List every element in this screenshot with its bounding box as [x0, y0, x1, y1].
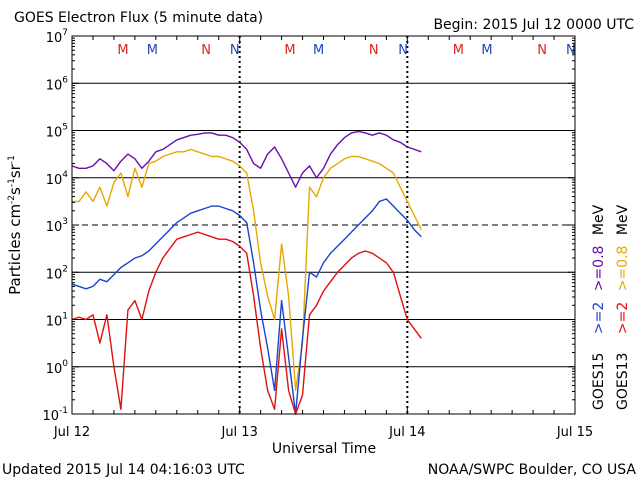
- y-tick-label: 100: [46, 359, 69, 377]
- marker-n: N: [201, 43, 211, 58]
- series-lines: [71, 130, 422, 415]
- series-goes15-0-8-mev: [71, 130, 422, 188]
- y-label-mid2: sr: [6, 163, 24, 178]
- legend-goes15-label: GOES15: [591, 353, 607, 410]
- credit-label: NOAA/SWPC Boulder, CO USA: [428, 462, 637, 478]
- marker-n: N: [230, 43, 240, 58]
- marker-m: M: [147, 43, 158, 58]
- legend-goes15-unit: MeV: [591, 204, 607, 235]
- y-tick-label: 101: [46, 312, 68, 330]
- legend: GOES15 >=2 >=0.8 MeV GOES13 >=2 >=0.8 Me…: [591, 204, 631, 410]
- y-axis-ticks: 10-1 100 101 102 103 104 105 106 107: [42, 28, 575, 424]
- y-label-mid1: s: [6, 187, 24, 195]
- x-tick-label: Jul 15: [556, 425, 593, 440]
- x-tick-label: Jul 12: [53, 425, 90, 440]
- legend-goes15-line: GOES15 >=2 >=0.8 MeV: [591, 204, 607, 410]
- grid-lines: [72, 82, 575, 368]
- legend-goes15-08mev: >=0.8: [591, 246, 607, 292]
- marker-n: N: [369, 43, 379, 58]
- y-label-exp1: -2: [7, 195, 17, 204]
- x-axis-label: Universal Time: [272, 441, 376, 457]
- legend-goes15-2mev: >=2: [591, 302, 607, 334]
- marker-m: M: [284, 43, 295, 58]
- y-tick-label: 105: [46, 123, 68, 141]
- marker-n: N: [398, 43, 408, 58]
- marker-m: M: [313, 43, 324, 58]
- legend-goes13-2mev: >=2: [615, 302, 631, 334]
- y-label-exp2: -1: [7, 178, 17, 187]
- day-dotted-lines: [238, 36, 409, 414]
- y-tick-label: 102: [46, 264, 68, 282]
- legend-goes13-label: GOES13: [615, 353, 631, 410]
- begin-label: Begin: 2015 Jul 12 0000 UTC: [433, 17, 634, 33]
- y-tick-label: 106: [46, 75, 69, 93]
- x-tick-label: Jul 14: [388, 425, 425, 440]
- marker-n: N: [537, 43, 547, 58]
- legend-goes13-line: GOES13 >=2 >=0.8 MeV: [615, 204, 631, 410]
- y-tick-label: 107: [46, 28, 68, 46]
- y-tick-label: 104: [46, 170, 69, 188]
- legend-goes13-unit: MeV: [615, 204, 631, 235]
- marker-m: M: [453, 43, 464, 58]
- x-axis-ticks: Jul 12 Jul 13 Jul 14 Jul 15: [53, 36, 593, 440]
- series-goes13-0-8-mev: [72, 148, 422, 392]
- y-tick-label: 103: [46, 217, 68, 235]
- marker-m: M: [117, 43, 128, 58]
- marker-m: M: [481, 43, 492, 58]
- y-tick-label: 10-1: [42, 406, 68, 424]
- y-axis-label: Particles cm-2s-1sr-1: [6, 155, 24, 295]
- series-goes15-2-mev: [71, 198, 422, 415]
- y-label-exp3: -1: [7, 155, 17, 164]
- updated-timestamp: Updated 2015 Jul 14 04:16:03 UTC: [2, 462, 245, 478]
- legend-goes13-08mev: >=0.8: [615, 246, 631, 292]
- y-label-base: Particles cm: [6, 204, 24, 295]
- chart-title: GOES Electron Flux (5 minute data): [14, 10, 263, 26]
- x-tick-label: Jul 13: [220, 425, 257, 440]
- marker-n: N: [566, 43, 576, 58]
- series-goes13-2-mev: [71, 231, 422, 415]
